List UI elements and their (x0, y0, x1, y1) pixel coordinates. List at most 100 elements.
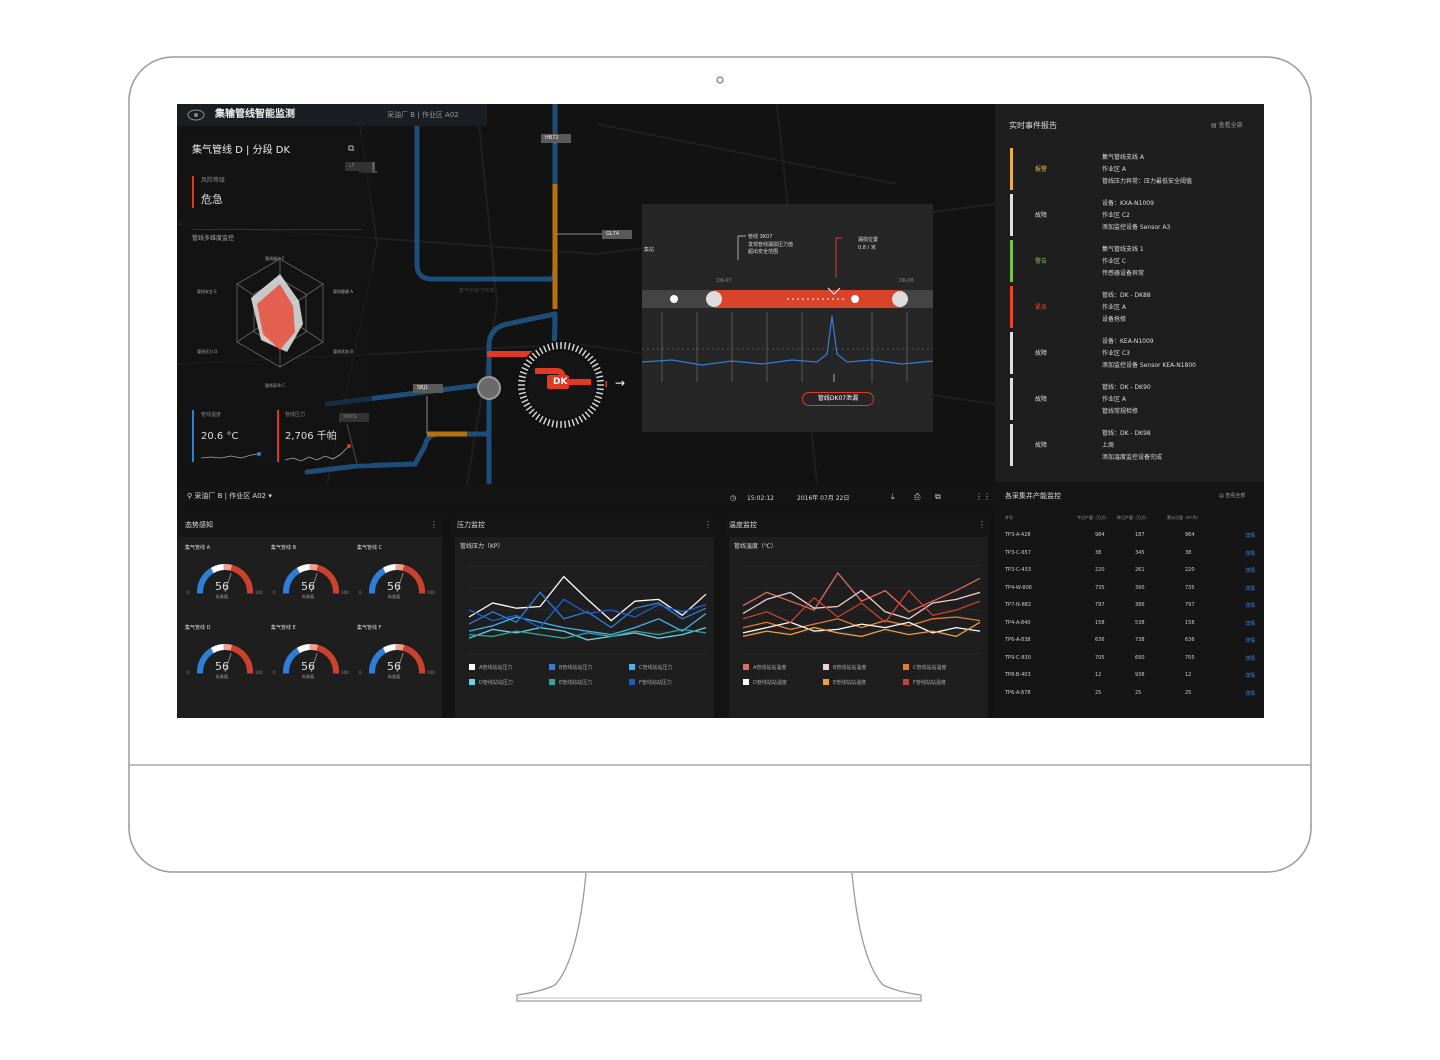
table-cell: 938 (1135, 672, 1145, 678)
gauge-needle (310, 652, 318, 673)
compass-tick (589, 359, 597, 365)
grid-icon[interactable]: ⋮⋮ (975, 492, 991, 501)
gauge-tick (245, 661, 253, 667)
event-text: 管线压力异常：压力最低安全阈值 (1102, 178, 1193, 185)
more-icon[interactable]: ⋮ (978, 520, 986, 529)
event-status: 故障 (1035, 350, 1048, 357)
event-status-bar (1010, 148, 1013, 190)
gauge-tick (319, 646, 326, 654)
arrow-right-icon[interactable]: → (615, 376, 626, 390)
table-row[interactable]: TP8-B-403 12 938 12 详情 (999, 669, 1261, 683)
table-row[interactable]: TP4-A-840 158 538 158 详情 (999, 617, 1261, 631)
map-tag[interactable]: SBJ1 (413, 384, 443, 393)
more-icon[interactable]: ⋮ (430, 520, 438, 529)
legend-label: A管线站站温度 (753, 665, 787, 671)
event-item[interactable]: 故障 管线：DK - DK90 作业区 A 管线常规检修 (1005, 378, 1255, 420)
gauge (282, 563, 340, 594)
copy-icon[interactable]: ⧉ (935, 492, 941, 501)
print-icon[interactable]: ⎙ (914, 492, 921, 501)
gauge-tick (413, 654, 421, 661)
event-item[interactable]: 故障 设备：KXA-N1009 作业区 C2 添加监控设备 Sensor A3 (1005, 194, 1255, 236)
map-tag[interactable]: GL74 (602, 230, 632, 239)
gauge-tick (226, 564, 231, 571)
radar-axis-label: 管线维护 F (265, 256, 285, 261)
compass-tick (528, 408, 535, 415)
radar-axis-label: 管线状态 B (333, 349, 354, 354)
gauge-tick (287, 574, 295, 581)
event-item[interactable]: 紧急 管线：DK - DK88 作业区 A 设备抢修 (1005, 286, 1255, 328)
gauge-max: 100 (427, 670, 435, 675)
table-detail-link[interactable]: 详情 (1245, 585, 1256, 592)
gauge-tick (205, 649, 212, 657)
table-row[interactable]: TP6-A-878 25 25 25 详情 (999, 687, 1261, 701)
dk-compass[interactable] (513, 337, 609, 433)
gauge-min: 0 (187, 590, 190, 595)
gauge-tick (381, 647, 387, 655)
gauge-tick (319, 566, 326, 574)
table-detail-link[interactable]: 详情 (1245, 638, 1256, 644)
table-row[interactable]: TP3-C-657 38 345 38 详情 (999, 547, 1261, 561)
risk-level-label: 风险等级 (201, 177, 226, 184)
event-text: 添加温度监控设备完成 (1102, 454, 1163, 461)
gauge-tick (285, 657, 293, 664)
gauge-tick (407, 567, 413, 575)
gauge-tick (246, 586, 253, 591)
gauge-tick (325, 651, 332, 658)
gauge-tick (382, 566, 389, 574)
share-icon[interactable]: ⧉ (348, 144, 355, 154)
gauge-tick (296, 646, 303, 654)
gauge-tick (318, 645, 324, 653)
gauge-tick (322, 568, 329, 576)
gauge-tick (241, 654, 249, 661)
table-detail-link[interactable]: 详情 (1245, 655, 1256, 662)
table-detail-link[interactable]: 详情 (1245, 603, 1256, 609)
compass-tick (531, 411, 538, 418)
monitor-stand (516, 872, 922, 1002)
pressure-sparkline (285, 444, 351, 462)
gauge-tick (318, 565, 324, 573)
compass-tick (521, 366, 529, 371)
event-item[interactable]: 故障 设备：KEA-N1009 作业区 C3 添加监控设备 Sensor KEA-N1… (1005, 332, 1255, 374)
gauge-tick (384, 565, 390, 573)
table-row[interactable]: TP9-C-830 705 690 705 详情 (999, 652, 1261, 666)
location-selector[interactable]: ⚲ 采油厂 B | 作业区 A02 ▾ (187, 492, 272, 500)
table-row[interactable]: TP3-A-428 984 187 964 详情 (999, 529, 1261, 543)
table-cell: 12 (1095, 672, 1102, 678)
view-all-events-link[interactable]: ▤ 查看全部 (1211, 122, 1243, 129)
event-item[interactable]: 故障 管线：DK - DK98 上周 添加温度监控设备完成 (1005, 424, 1255, 466)
gauge-tick (283, 581, 291, 587)
view-all-wells-link[interactable]: ▤ 查看全部 (1219, 493, 1246, 499)
table-row[interactable]: TP3-C-433 220 261 220 详情 (999, 564, 1261, 578)
table-detail-link[interactable]: 详情 (1245, 690, 1256, 697)
more-icon[interactable]: ⋮ (704, 520, 712, 529)
gauge-tick (408, 568, 415, 576)
temp-sparkline (201, 452, 261, 459)
station-icon[interactable] (477, 376, 501, 400)
compass-tick (519, 395, 527, 399)
gauge-tick (293, 648, 300, 656)
gauge-sub: 标准值 (302, 594, 314, 599)
download-icon[interactable]: ⤓ (891, 492, 895, 501)
table-row[interactable]: TP6-A-838 636 738 636 详情 (999, 634, 1261, 648)
event-item[interactable]: 警告 集气管线支线 1 作业区 C 传感器设备异常 (1005, 240, 1255, 282)
table-cell: TP9-C-830 (1005, 654, 1031, 661)
event-status: 故障 (1035, 396, 1048, 403)
table-detail-link[interactable]: 详情 (1245, 568, 1256, 574)
table-header: 井号 (1005, 515, 1013, 520)
risk-bar (192, 176, 194, 208)
compass-tick (596, 391, 604, 395)
table-row[interactable]: TP7-N-882 797 386 797 详情 (999, 599, 1261, 613)
table-detail-link[interactable]: 详情 (1245, 550, 1256, 557)
compass-tick (555, 342, 558, 350)
event-item[interactable]: 报警 集气管线支线 A 作业区 A 管线压力异常：压力最低安全阈值 (1005, 148, 1255, 190)
leak-alert-button[interactable]: 管线DK07泄漏 (802, 392, 874, 406)
map-tag[interactable]: HB72 (541, 134, 571, 143)
gauge-tick (322, 648, 329, 656)
event-text: 作业区 C2 (1102, 212, 1130, 219)
event-text: 管线常规检修 (1102, 408, 1139, 415)
table-detail-link[interactable]: 详情 (1245, 673, 1256, 679)
table-row[interactable]: TP4-W-806 735 390 735 详情 (999, 582, 1261, 596)
gauge-tick (288, 572, 296, 579)
table-detail-link[interactable]: 详情 (1245, 533, 1256, 539)
table-detail-link[interactable]: 详情 (1245, 620, 1256, 627)
